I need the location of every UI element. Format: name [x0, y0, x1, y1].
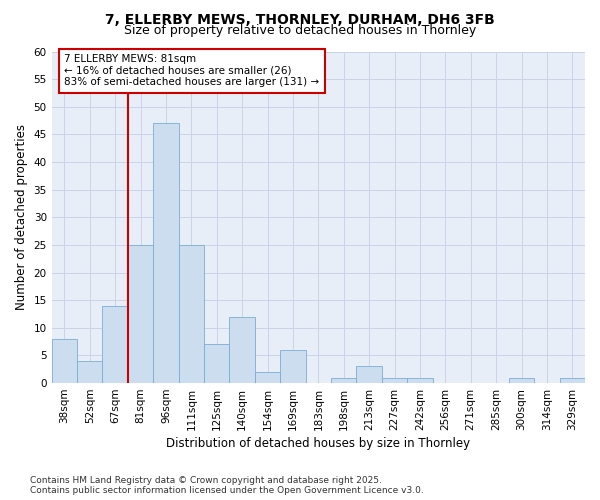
Bar	[382, 378, 407, 383]
Text: Contains HM Land Registry data © Crown copyright and database right 2025.
Contai: Contains HM Land Registry data © Crown c…	[30, 476, 424, 495]
Bar	[153, 124, 179, 383]
Bar	[356, 366, 382, 383]
Bar	[560, 378, 585, 383]
Bar	[331, 378, 356, 383]
Bar	[103, 306, 128, 383]
Bar	[255, 372, 280, 383]
Text: Size of property relative to detached houses in Thornley: Size of property relative to detached ho…	[124, 24, 476, 37]
Y-axis label: Number of detached properties: Number of detached properties	[15, 124, 28, 310]
Bar	[509, 378, 534, 383]
Text: 7 ELLERBY MEWS: 81sqm
← 16% of detached houses are smaller (26)
83% of semi-deta: 7 ELLERBY MEWS: 81sqm ← 16% of detached …	[64, 54, 319, 88]
Bar	[229, 317, 255, 383]
Bar	[77, 361, 103, 383]
Bar	[204, 344, 229, 383]
Bar	[407, 378, 433, 383]
Bar	[128, 245, 153, 383]
Bar	[52, 339, 77, 383]
Bar	[280, 350, 305, 383]
Bar	[179, 245, 204, 383]
Text: 7, ELLERBY MEWS, THORNLEY, DURHAM, DH6 3FB: 7, ELLERBY MEWS, THORNLEY, DURHAM, DH6 3…	[105, 12, 495, 26]
X-axis label: Distribution of detached houses by size in Thornley: Distribution of detached houses by size …	[166, 437, 470, 450]
